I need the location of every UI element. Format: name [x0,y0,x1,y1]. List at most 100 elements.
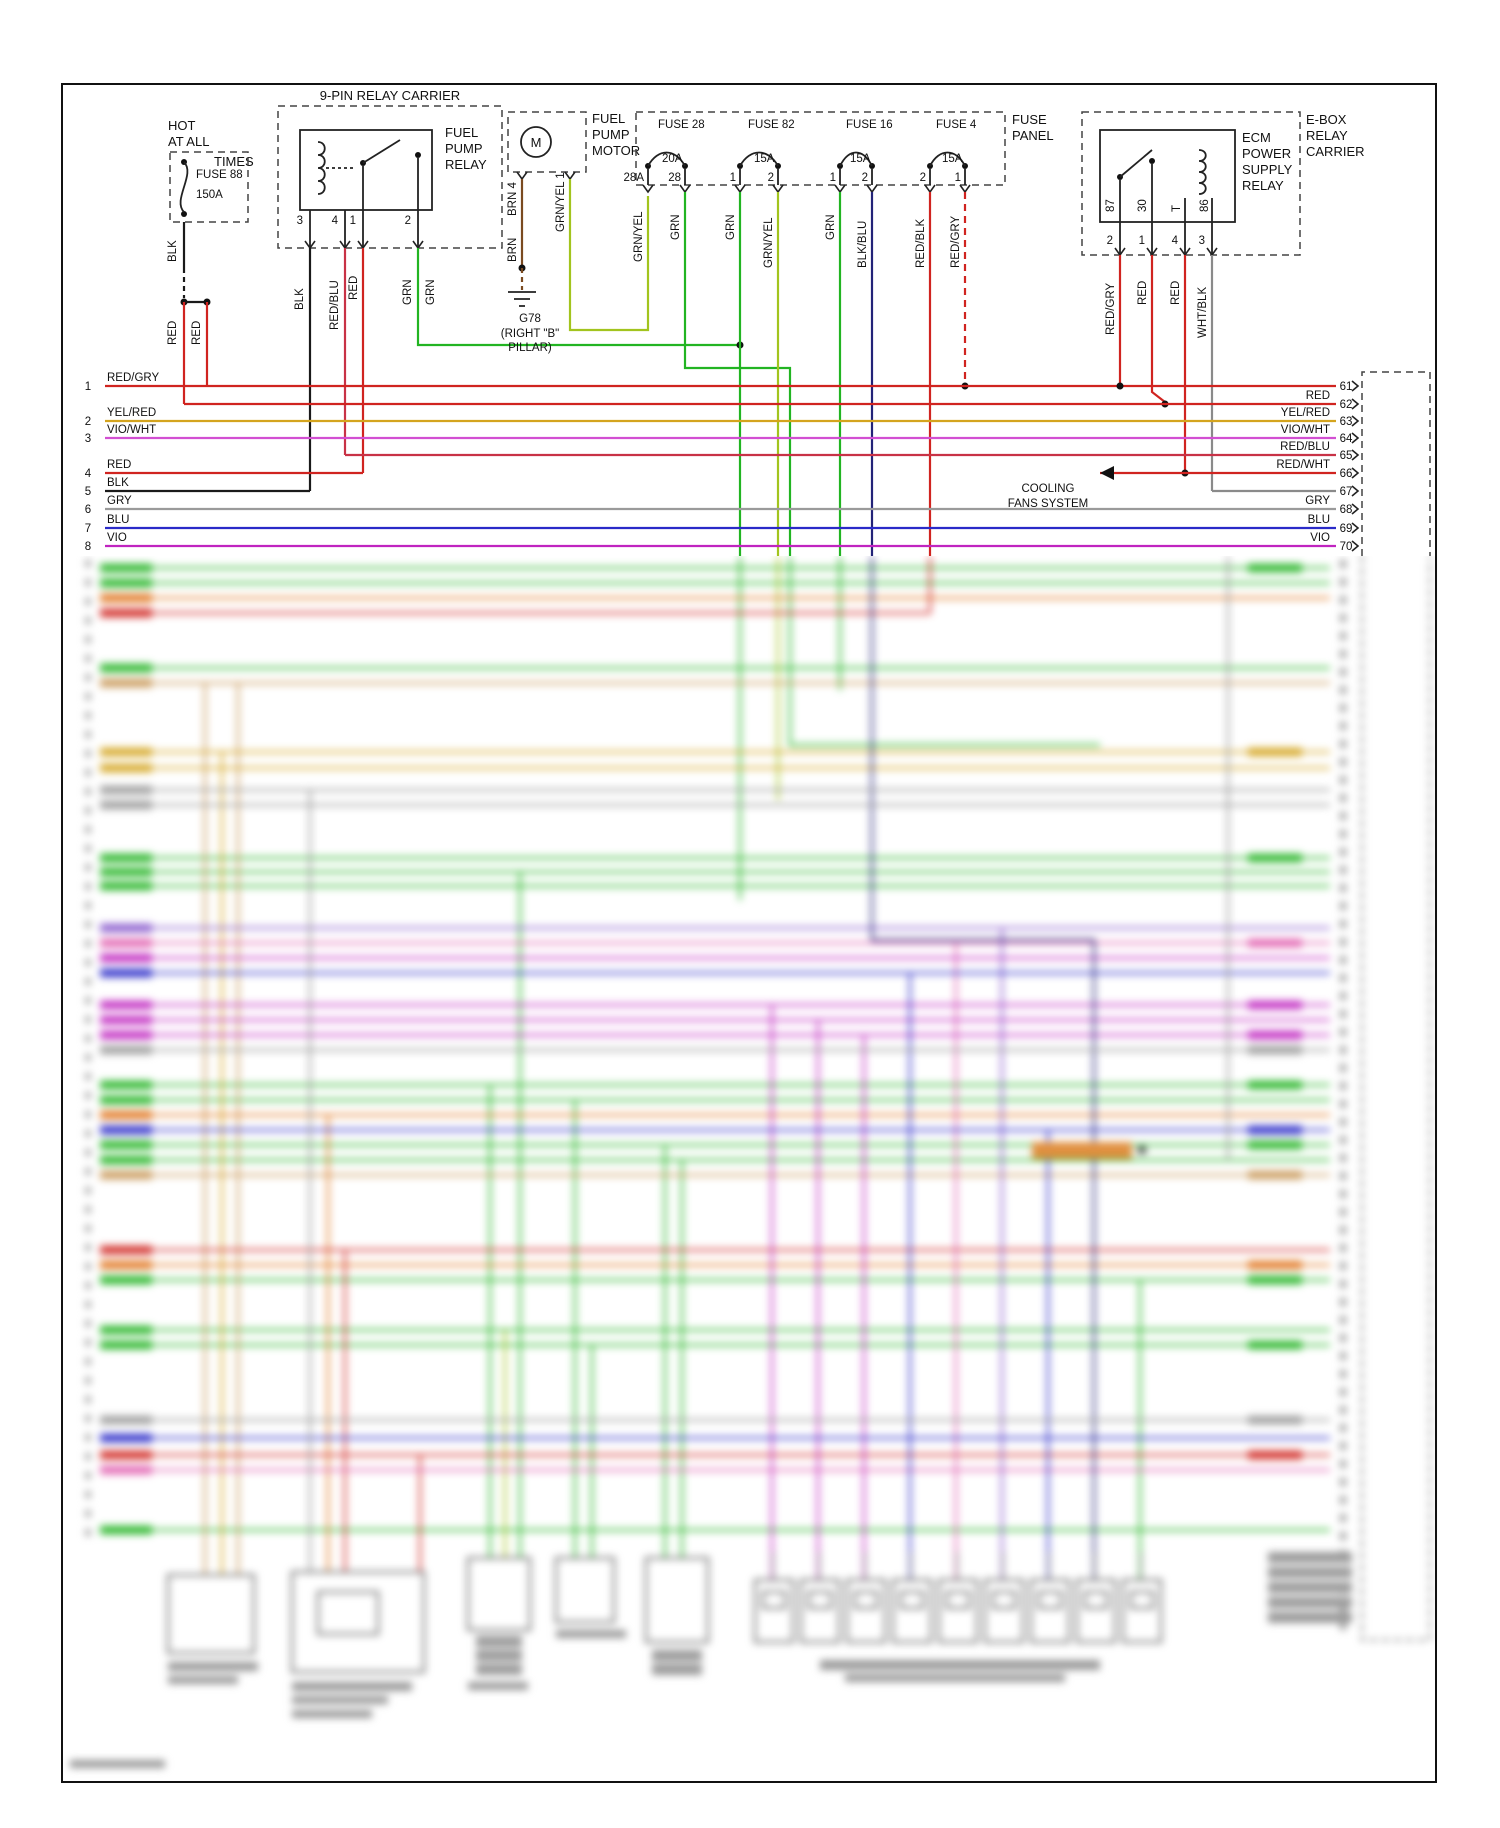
wire-label-blk: BLK [294,288,306,310]
right-row-num-67: 67 [1340,486,1353,498]
wire-label-blk: BLK [167,240,179,262]
wire-label-grn-5: GRN [825,214,837,240]
hot-label-2: AT ALL [168,134,209,149]
hot-label-3: TIMES [214,154,254,169]
motor-name-2: PUMP [592,127,630,142]
blurred-caption-bars [70,1552,1352,1768]
right-row-num-65: 65 [1340,450,1353,462]
wire-label-grn-1: GRN [402,279,414,305]
ecm-internal-87: 87 [1105,199,1117,212]
wire-label-red-1: RED [167,321,179,345]
ebox-pin-1: 1 [1139,235,1145,247]
relay-pin-arrows [304,240,424,250]
fuse4-amps: 15A [942,153,963,165]
fuse4-name: FUSE 4 [936,119,977,131]
relay-pin-3: 3 [297,215,303,227]
ecm-name-3: SUPPLY [1242,162,1293,177]
wire-rows: 1 RED/GRY 2 YEL/RED 3 VIO/WHT 4 RED 5 BL… [85,371,1431,556]
ecm-internal-86: 86 [1199,199,1211,212]
ecm-name-4: RELAY [1242,178,1284,193]
right-row-label-70: VIO [1310,532,1330,544]
wire-label-whtblk: WHT/BLK [1197,287,1209,338]
relay-pin-2: 2 [405,215,411,227]
fuel-pump-motor: M FUEL PUMP MOTOR BRN 4 GRN/YEL 1 BRN G7… [501,111,650,354]
right-row-label-62: RED [1306,390,1330,402]
fuse4-term-a: 2 [920,172,926,184]
left-row-label-1: RED/GRY [107,372,160,384]
left-row-num-2: 2 [85,416,91,428]
right-row-num-66: 66 [1340,468,1353,480]
wire-label-red-2: RED [191,321,203,345]
motor-m-label: M [531,135,542,150]
fuse28-amps: 20A [662,153,683,165]
fuse-amps-label: 150A [196,189,223,201]
cooling-fans-annotation: COOLING FANS SYSTEM [1008,483,1089,510]
ebox-pin-3: 3 [1199,235,1205,247]
fuse16-term-a: 1 [830,172,836,184]
fuse4-term-b: 1 [955,172,961,184]
wire-label-redgry-1: RED/GRY [950,215,962,268]
relay-name-3: RELAY [445,157,487,172]
power-source: HOT AT ALL TIMES FUSE 88 150A BLK RED RE… [167,118,254,404]
ebox-title-2: RELAY [1306,128,1348,143]
wire-label-redblu: RED/BLU [329,280,341,330]
motor-symbol [520,126,552,158]
left-row-num-1: 1 [85,381,91,393]
ecm-name-2: POWER [1242,146,1291,161]
ebox-title-3: CARRIER [1306,144,1365,159]
ecm-relay-switch [1119,149,1153,178]
wire-label-redblk: RED/BLK [915,218,927,268]
left-row-label-7: BLU [107,514,129,526]
left-row-label-2: YEL/RED [107,407,156,419]
right-row-label-64: VIO/WHT [1281,424,1330,436]
left-row-label-5: BLK [107,477,129,489]
right-row-num-69: 69 [1340,523,1353,535]
fuse16-term-b: 2 [862,172,868,184]
ebox-pin-4: 4 [1172,235,1179,247]
wire-label-grn-2: GRN [425,279,437,305]
fuse82-name: FUSE 82 [748,119,795,131]
ground-loc-1: (RIGHT "B" [501,328,559,340]
right-row-num-61: 61 [1340,381,1353,393]
relay-pin-4: 4 [332,215,339,227]
relay-coil-symbol [317,141,326,195]
motor-pin-brn: BRN 4 [507,182,519,216]
cooling-fans-arrow [1100,466,1114,480]
fuse16-name: FUSE 16 [846,119,893,131]
left-row-num-7: 7 [85,523,91,535]
right-row-label-68: GRY [1305,495,1330,507]
wire-label-brn: BRN [507,238,519,262]
fuse-panel-title-2: PANEL [1012,128,1054,143]
fuse82-amps: 15A [754,153,775,165]
ebox-relay-carrier: 87 30 T 86 ECM POWER SUPPLY RELAY 2 1 4 … [1081,111,1365,491]
ecm-internal-t: T [1171,205,1183,212]
right-row-num-63: 63 [1340,416,1353,428]
ground-id-label: G78 [519,313,541,325]
ebox-pin-2: 2 [1107,235,1113,247]
left-row-num-3: 3 [85,433,91,445]
fuel-pump-relay-box [299,129,433,211]
right-row-num-68: 68 [1340,504,1353,516]
fuse-symbol [179,161,189,213]
fuse-panel: FUSE PANEL FUSE 28 20A 28A 28 FUSE 82 15… [624,111,1054,556]
wire-label-red: RED [348,276,360,300]
motor-pin-grnyel: GRN/YEL 1 [555,172,567,232]
ecm-relay-coil [1198,149,1207,195]
ground-loc-2: PILLAR) [508,342,552,354]
page-border [61,83,1437,1783]
fuse28-name: FUSE 28 [658,119,705,131]
right-connector-box [1361,371,1431,556]
wire-label-grnyel-2: GRN/YEL [763,217,775,268]
right-row-num-62: 62 [1340,399,1353,411]
fuse-panel-title-1: FUSE [1012,112,1047,127]
wire-label-redgry-2: RED/GRY [1105,282,1117,335]
left-row-num-6: 6 [85,504,91,516]
fuse28-term-b: 28 [668,172,681,184]
wire-label-red-3: RED [1137,281,1149,305]
highlighted-label [1032,1142,1132,1159]
right-connector-arrows [1351,380,1360,552]
relay-switch-symbol [362,139,401,164]
right-row-num-64: 64 [1340,433,1353,445]
